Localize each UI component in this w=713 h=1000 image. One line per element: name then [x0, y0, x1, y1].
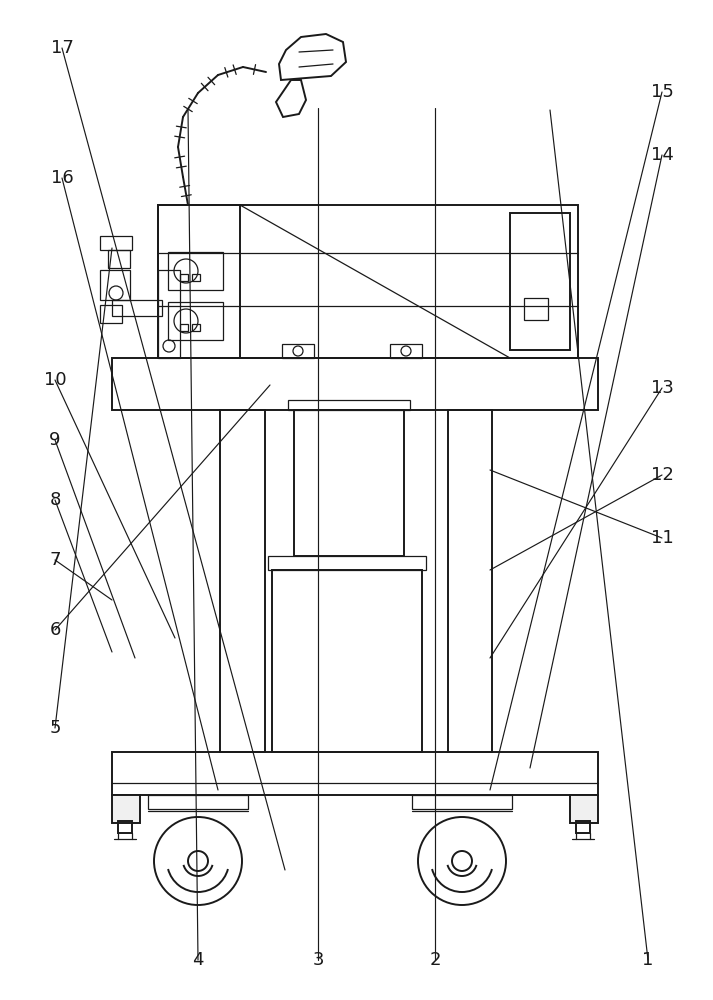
Text: 2: 2 [429, 951, 441, 969]
Text: 17: 17 [51, 39, 73, 57]
Text: 6: 6 [49, 621, 61, 639]
Bar [272, 570, 422, 752]
Text: 1: 1 [642, 951, 654, 969]
Bar [192, 274, 200, 281]
Bar [168, 252, 223, 290]
Bar [158, 205, 240, 358]
Bar [112, 795, 140, 823]
Bar [288, 400, 410, 410]
Bar [118, 821, 132, 833]
Bar [448, 410, 492, 752]
Bar [180, 274, 188, 281]
Text: 12: 12 [650, 466, 674, 484]
Bar [294, 410, 404, 556]
Text: 8: 8 [49, 491, 61, 509]
Bar [570, 795, 598, 823]
Bar [282, 344, 314, 358]
Bar [268, 556, 426, 570]
Bar [180, 324, 188, 331]
Bar [510, 213, 570, 350]
Text: 13: 13 [650, 379, 674, 397]
Text: 7: 7 [49, 551, 61, 569]
Bar [108, 250, 130, 268]
Bar [158, 270, 180, 358]
Text: 11: 11 [651, 529, 673, 547]
Text: 3: 3 [312, 951, 324, 969]
Bar [390, 344, 422, 358]
Text: 4: 4 [193, 951, 204, 969]
Text: 9: 9 [49, 431, 61, 449]
Text: 14: 14 [650, 146, 674, 164]
Bar [192, 324, 200, 331]
Bar [100, 270, 130, 300]
Bar [576, 821, 590, 833]
Text: 10: 10 [43, 371, 66, 389]
Bar [100, 305, 122, 323]
Bar [524, 298, 548, 320]
Text: 15: 15 [650, 83, 674, 101]
Bar [412, 795, 512, 809]
Bar [158, 205, 578, 358]
Text: 16: 16 [51, 169, 73, 187]
Bar [168, 302, 223, 340]
Bar [148, 795, 248, 809]
Bar [112, 358, 598, 410]
Text: 5: 5 [49, 719, 61, 737]
Bar [220, 410, 265, 752]
Bar [100, 236, 132, 250]
Bar [112, 752, 598, 795]
Bar [112, 300, 162, 316]
